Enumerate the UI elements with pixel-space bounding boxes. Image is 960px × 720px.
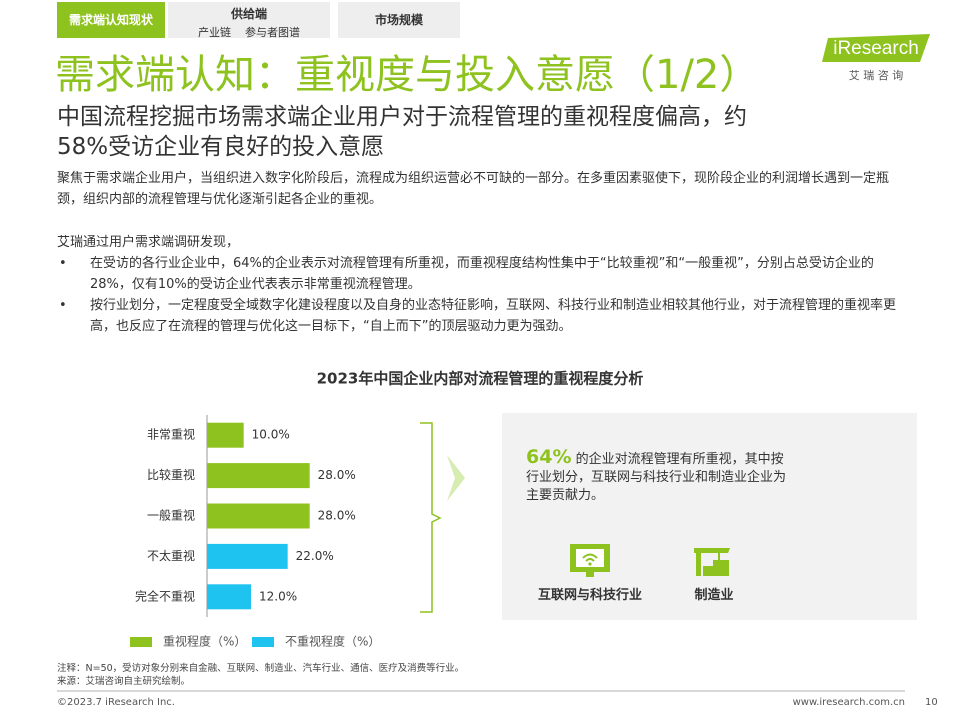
page-number: 10 [925, 697, 938, 708]
notes: 注释：N=50，受访对象分别来自金融、互联网、制造业、汽车行业、通信、医疗及消费… [57, 662, 464, 688]
callout-text: 的企业对流程管理有所重视，其中按行业划分，互联网与科技行业和制造业企业为主要贡献… [526, 452, 787, 503]
legend-swatch [252, 637, 274, 647]
bullet: • 在受访的各行业企业中，64%的企业表示对流程管理有所重视，而重视程度结构性集中… [57, 253, 902, 295]
value-label: 22.0% [296, 549, 334, 563]
subtitle: 中国流程挖掘市场需求端企业用户对于流程管理的重视程度偏高，约 58%受访企业有良… [57, 102, 747, 162]
tab[interactable]: 供给端 产业链 参与者图谱 [168, 2, 330, 40]
y-tick-label: 非常重视 [147, 427, 195, 442]
bullet-text: 在受访的各行业企业中，64%的企业表示对流程管理有所重视，而重视程度结构性集中于… [90, 256, 874, 292]
value-label: 28.0% [318, 509, 356, 523]
bullet: • 按行业划分，一定程度受全域数字化建设程度以及自身的业态特征影响，互联网、科技行… [57, 295, 902, 337]
intro: 聚焦于需求端企业用户，当组织进入数字化阶段后，流程成为组织运营必不可缺的一部分。… [57, 171, 890, 207]
bracket [420, 422, 442, 613]
tab-item[interactable]: 产业链 [198, 26, 231, 39]
tab-items: 产业链 参与者图谱 [168, 24, 330, 40]
callout: 64% 的企业对流程管理有所重视，其中按行业划分，互联网与科技行业和制造业企业为… [526, 448, 796, 505]
findings: • 在受访的各行业企业中，64%的企业表示对流程管理有所重视，而重视程度结构性集中… [57, 253, 902, 337]
tab-item[interactable]: 参与者图谱 [245, 26, 300, 39]
value-label: 12.0% [259, 589, 297, 603]
note: 来源：艾瑞咨询自主研究绘制。 [57, 676, 191, 687]
logo-sub: 艾 瑞 咨 询 [849, 68, 904, 82]
bar [207, 543, 288, 569]
note: 注释：N=50，受访对象分别来自金融、互联网、制造业、汽车行业、通信、医疗及消费… [57, 663, 465, 674]
factory-icon [694, 548, 730, 576]
tab-label: 供给端 [230, 7, 267, 21]
legend-label: 重视程度（%） [163, 634, 246, 649]
callout-highlight: 64% [526, 446, 572, 468]
y-tick-label: 比较重视 [147, 467, 195, 482]
bar [207, 463, 310, 489]
findings-lead: 艾瑞通过用户需求端调研发现， [57, 235, 240, 250]
industry-label: 互联网与科技行业 [537, 588, 642, 603]
bar [207, 422, 244, 448]
chart-title: 2023年中国企业内部对流程管理的重视程度分析 [317, 370, 644, 388]
bar [207, 584, 251, 610]
bullet-text: 按行业划分，一定程度受全域数字化建设程度以及自身的业态特征影响，互联网、科技行业… [90, 298, 897, 334]
url: www.iresearch.com.cn [792, 697, 905, 708]
logo-shape [822, 34, 930, 62]
callout-box [502, 413, 917, 620]
value-label: 28.0% [318, 468, 356, 482]
copyright: ©2023.7 iResearch Inc. [57, 697, 175, 708]
industry-label: 制造业 [694, 588, 734, 603]
y-tick-label: 不太重视 [147, 548, 195, 563]
value-label: 10.0% [252, 428, 290, 442]
tab[interactable]: 市场规模 [338, 2, 460, 38]
internet-icon [570, 544, 610, 577]
legend-label: 不重视程度（%） [285, 634, 380, 649]
y-tick-label: 一般重视 [147, 508, 195, 523]
logo-brand: iResearch [833, 38, 919, 59]
arrow [447, 455, 465, 501]
y-tick-label: 完全不重视 [135, 588, 195, 603]
legend-swatch [130, 637, 152, 647]
bar [207, 503, 310, 529]
page-title: 需求端认知：重视度与投入意愿（1/2） [55, 52, 760, 98]
subtitle-line: 58%受访企业有良好的投入意愿 [57, 134, 385, 160]
tab-active[interactable]: 需求端认知现状 [57, 2, 165, 38]
subtitle-line: 中国流程挖掘市场需求端企业用户对于流程管理的重视程度偏高，约 [57, 104, 747, 130]
